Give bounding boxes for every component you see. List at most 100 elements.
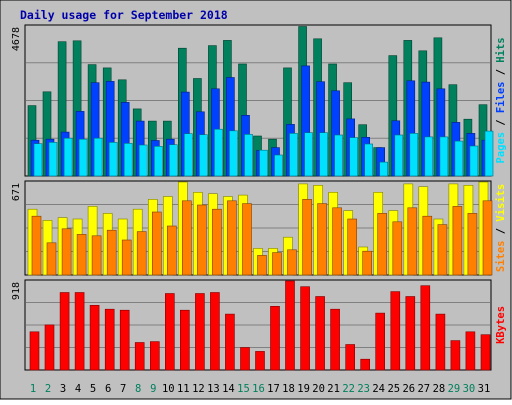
bar-sites-day-4 [76,234,87,276]
x-tick-label-day-7: 7 [120,383,126,395]
legend-separator: / [495,228,507,234]
bar-kbytes-day-27 [420,285,431,371]
bar-pages-day-8 [138,144,148,177]
bar-kbytes-day-31 [480,334,491,371]
bar-pages-day-20 [319,132,328,177]
x-tick-label-day-20: 20 [312,383,325,395]
bar-pages-day-16 [259,149,268,177]
bar-kbytes-day-3 [59,292,70,371]
bar-sites-day-31 [482,200,493,276]
bar-pages-day-21 [334,134,343,177]
bar-sites-day-19 [302,199,312,276]
bar-kbytes-day-14 [225,313,235,371]
bar-pages-day-31 [484,130,494,177]
legend-separator: / [495,119,507,125]
bar-sites-day-24 [377,213,388,276]
legend-label-pages: Pages [495,132,507,164]
bar-sites-day-3 [61,228,72,276]
bar-sites-day-26 [407,207,418,276]
bar-pages-day-17 [274,154,283,177]
bar-kbytes-day-7 [119,309,130,371]
bar-kbytes-day-5 [89,304,100,371]
bar-sites-day-18 [287,249,297,276]
legend-separator: / [495,69,507,75]
x-tick-label-day-11: 11 [177,383,190,395]
bar-kbytes-day-9 [150,341,160,371]
bar-pages-day-22 [349,137,359,177]
bar-pages-day-9 [154,146,163,177]
bar-kbytes-day-20 [315,296,325,371]
bar-pages-day-24 [379,161,389,177]
bar-sites-day-14 [227,200,237,276]
bar-pages-day-5 [93,137,103,177]
bar-kbytes-day-30 [465,331,476,371]
x-tick-label-day-13: 13 [207,383,220,395]
x-tick-label-day-26: 26 [402,383,415,395]
bar-kbytes-day-11 [180,309,190,371]
x-tick-label-day-30: 30 [463,383,476,395]
legend-label-sites: Sites [495,240,507,272]
x-tick-label-day-24: 24 [372,383,385,395]
x-tick-label-day-16: 16 [252,383,265,395]
bar-kbytes-day-15 [240,347,250,371]
chart-title: Daily usage for September 2018 [20,8,228,22]
bar-sites-day-5 [91,235,102,276]
bar-kbytes-day-25 [390,291,401,371]
legend-label-visits: Visits [495,184,507,222]
x-tick-label-day-18: 18 [282,383,295,395]
x-tick-label-day-3: 3 [60,383,66,395]
bar-kbytes-day-17 [270,305,280,371]
x-tick-label-day-22: 22 [342,383,355,395]
bar-kbytes-day-4 [74,292,85,371]
bar-pages-day-6 [108,142,118,177]
bar-sites-day-8 [136,231,147,276]
bar-sites-day-20 [317,203,327,276]
bar-kbytes-day-10 [165,293,175,371]
bar-pages-day-19 [304,132,313,177]
bar-pages-day-26 [409,133,419,177]
bar-pages-day-10 [169,144,178,177]
bar-pages-day-13 [214,128,223,177]
bar-sites-day-6 [106,229,117,276]
chart-panels: 4678Pages/Files/Hits671Sites/Visits918KB… [11,24,507,395]
bar-sites-day-7 [121,239,132,276]
bar-kbytes-day-29 [450,340,461,371]
max-value-label-top: 4678 [11,27,22,51]
bar-sites-day-2 [46,242,57,276]
bar-pages-day-15 [244,134,253,177]
x-tick-label-day-28: 28 [433,383,446,395]
bar-kbytes-day-22 [345,344,356,371]
max-value-label-middle: 671 [11,183,22,201]
x-tick-label-day-5: 5 [90,383,96,395]
bar-kbytes-day-8 [134,342,145,371]
bar-kbytes-day-12 [195,293,205,371]
x-tick-label-day-29: 29 [448,383,461,395]
bar-kbytes-day-16 [255,351,265,371]
x-tick-label-day-17: 17 [267,383,280,395]
bar-pages-day-25 [394,134,404,177]
x-tick-label-day-15: 15 [237,383,250,395]
bar-pages-day-12 [199,134,208,177]
bar-pages-day-18 [289,133,298,177]
legend-label-hits: Hits [495,37,507,62]
bar-pages-day-29 [454,140,464,177]
x-tick-label-day-9: 9 [150,383,156,395]
bar-sites-day-9 [152,211,162,276]
bar-kbytes-day-28 [435,313,446,371]
bar-sites-day-29 [452,206,463,276]
bar-sites-day-25 [392,221,403,276]
bar-sites-day-16 [257,255,267,276]
legend-label-kbytes: KBytes [495,306,507,344]
bar-kbytes-day-19 [300,286,310,371]
bar-pages-day-27 [424,136,434,177]
x-tick-label-day-19: 19 [297,383,310,395]
bar-pages-day-3 [63,137,73,177]
bar-kbytes-day-18 [285,280,295,371]
bar-sites-day-15 [242,203,252,276]
bar-sites-day-27 [422,215,433,276]
x-tick-label-day-23: 23 [357,383,370,395]
x-tick-label-day-12: 12 [192,383,205,395]
x-tick-label-day-2: 2 [45,383,51,395]
